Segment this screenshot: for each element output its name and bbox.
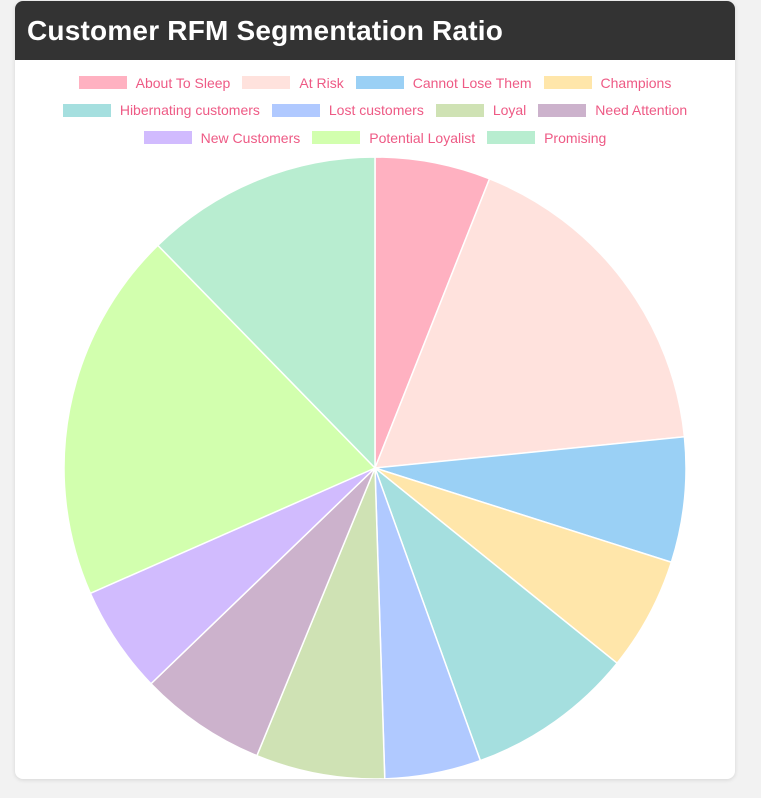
pie-slice-at-risk[interactable]	[373, 177, 686, 469]
legend-swatch	[242, 76, 291, 90]
legend-swatch	[78, 76, 127, 90]
legend-swatch	[143, 131, 192, 145]
legend-item-cannot-lose-them[interactable]: Cannot Lose Them	[355, 74, 532, 91]
legend-swatch	[271, 103, 320, 117]
legend-label: Potential Loyalist	[369, 129, 476, 146]
legend-swatch	[538, 103, 587, 117]
chart-card: Customer RFM Segmentation Ratio About To…	[15, 1, 735, 779]
legend-label: Lost customers	[328, 102, 424, 119]
legend-item-at-risk[interactable]: At Risk	[242, 74, 344, 91]
legend-label: Cannot Lose Them	[412, 74, 532, 91]
legend-item-lost-customers[interactable]: Lost customers	[271, 102, 424, 119]
chart-title: Customer RFM Segmentation Ratio	[27, 14, 504, 46]
legend-swatch	[312, 131, 361, 145]
legend-swatch	[487, 131, 536, 145]
legend-label: Need Attention	[595, 102, 688, 119]
legend-row: New Customers Potential Loyalist Promising	[15, 124, 735, 152]
legend-label: Hibernating customers	[119, 102, 260, 119]
legend-item-loyal[interactable]: Loyal	[435, 102, 527, 119]
legend-item-hibernating-customers[interactable]: Hibernating customers	[62, 102, 260, 119]
legend-label: At Risk	[299, 74, 344, 91]
legend-swatch	[62, 103, 111, 117]
legend-swatch	[435, 103, 484, 117]
legend-item-need-attention[interactable]: Need Attention	[538, 102, 687, 118]
legend-label: New Customers	[200, 129, 301, 146]
pie-slice-hibernating-customers[interactable]	[373, 465, 619, 762]
legend-item-potential-loyalist[interactable]: Potential Loyalist	[312, 130, 475, 146]
legend-swatch	[543, 76, 592, 90]
legend-label: Promising	[544, 129, 607, 146]
legend-label: About To Sleep	[135, 74, 231, 91]
legend-label: Loyal	[492, 102, 527, 119]
legend-row: About To Sleep At Risk Cannot Lose Them Cha…	[15, 69, 735, 97]
pie-chart	[63, 156, 687, 779]
pie-slice-need-attention[interactable]	[149, 467, 376, 757]
pie-slice-loyal[interactable]	[255, 467, 386, 779]
card-header: Customer RFM Segmentation Ratio	[15, 1, 735, 60]
pie-slice-cannot-lose-them[interactable]	[374, 435, 687, 564]
chart-legend: About To Sleep At Risk Cannot Lose Them Cha…	[15, 69, 735, 152]
legend-swatch	[355, 76, 404, 90]
legend-label: Champions	[600, 74, 672, 91]
legend-item-champions[interactable]: Champions	[543, 74, 672, 91]
pie-slice-promising[interactable]	[156, 156, 376, 470]
legend-item-about-to-sleep[interactable]: About To Sleep	[78, 74, 231, 91]
pie-slice-potential-loyalist[interactable]	[63, 244, 377, 595]
legend-item-promising[interactable]: Promising	[487, 130, 606, 146]
legend-row: Hibernating customers Lost customers Loyal…	[15, 97, 735, 125]
legend-item-new-customers[interactable]: New Customers	[143, 129, 301, 146]
